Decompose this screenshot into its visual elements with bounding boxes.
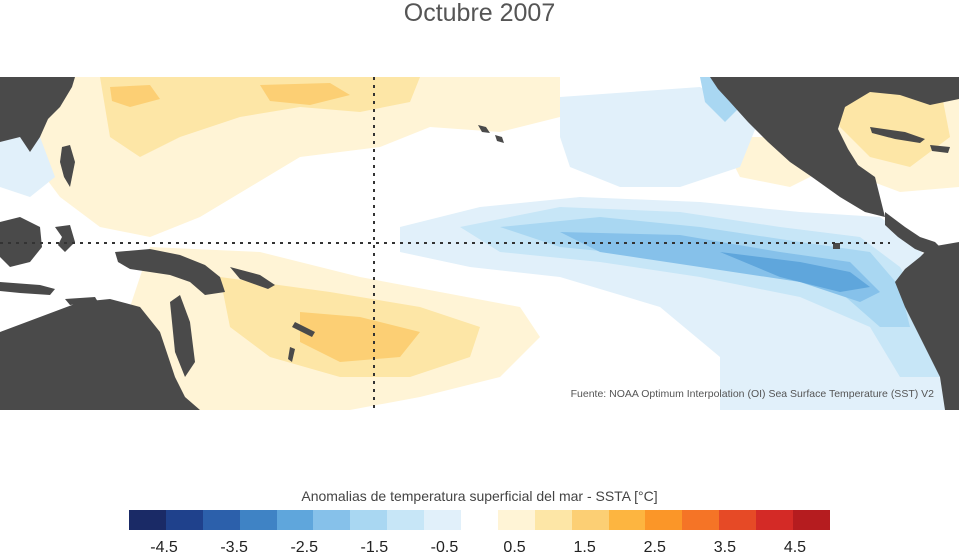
color-scale-tick-label: 0.5 bbox=[503, 539, 526, 556]
color-swatch bbox=[756, 510, 794, 530]
land-sulawesi bbox=[55, 225, 75, 252]
cool-region-north-light bbox=[560, 87, 760, 187]
color-scale-tick-label: -3.5 bbox=[220, 539, 248, 556]
land-timor bbox=[65, 297, 98, 305]
land-solomons bbox=[230, 267, 275, 289]
cool-anomaly-regions bbox=[0, 77, 959, 410]
legend-title: Anomalias de temperatura superficial del… bbox=[301, 488, 658, 504]
color-swatch bbox=[313, 510, 351, 530]
land-south-america bbox=[895, 242, 959, 410]
land-new-guinea bbox=[115, 249, 225, 295]
color-scale-bar bbox=[129, 510, 830, 530]
land-vanuatu bbox=[288, 347, 295, 362]
color-scale-tick-label: 1.5 bbox=[573, 539, 596, 556]
color-scale-tick-label: 4.5 bbox=[783, 539, 807, 556]
land-australia bbox=[0, 299, 200, 410]
land-cape-york bbox=[170, 295, 195, 377]
land-masses bbox=[0, 77, 959, 410]
color-swatch bbox=[682, 510, 720, 530]
color-scale-tick-label: -4.5 bbox=[150, 539, 178, 556]
land-borneo bbox=[0, 217, 42, 267]
color-swatch bbox=[424, 510, 462, 530]
color-swatch bbox=[497, 510, 535, 530]
color-scale-tick-label: 2.5 bbox=[643, 539, 666, 556]
color-swatch bbox=[202, 510, 240, 530]
data-source-note: Fuente: NOAA Optimum Interpolation (OI) … bbox=[570, 388, 934, 400]
map-title: Octubre 2007 bbox=[403, 0, 556, 27]
cool-region-far-west bbox=[0, 127, 55, 197]
color-scale-tick-label: -1.5 bbox=[360, 539, 389, 556]
land-new-caledonia bbox=[292, 322, 315, 337]
land-java bbox=[0, 282, 55, 295]
sst-anomaly-map bbox=[0, 77, 959, 410]
land-hispaniola bbox=[930, 145, 950, 153]
warm-region-caribbean-core bbox=[830, 85, 950, 167]
color-scale-tick-label: -2.5 bbox=[290, 539, 319, 556]
warm-region-north-hotspot bbox=[260, 83, 350, 105]
land-asia-mainland bbox=[0, 77, 75, 152]
warm-region-south-hotspot bbox=[300, 312, 420, 362]
color-swatch bbox=[571, 510, 609, 530]
color-swatch bbox=[387, 510, 425, 530]
cool-region-tongue-deep bbox=[720, 252, 870, 292]
land-cuba bbox=[870, 127, 925, 143]
color-swatch bbox=[608, 510, 646, 530]
color-swatch bbox=[645, 510, 683, 530]
land-central-america bbox=[885, 212, 945, 257]
color-swatch bbox=[350, 510, 388, 530]
land-galapagos bbox=[833, 243, 840, 249]
land-north-america bbox=[710, 77, 959, 217]
land-hawaii bbox=[478, 125, 504, 143]
color-scale-tick-label: -0.5 bbox=[430, 539, 459, 556]
color-swatch bbox=[129, 510, 166, 530]
color-scale-ticks: -4.5 -3.5 -2.5 -1.5 -0.5 0.5 1.5 2.5 3.5 4.5 bbox=[0, 539, 959, 557]
color-scale-tick-label: 3.5 bbox=[713, 539, 736, 556]
warm-region-west-spot bbox=[110, 85, 160, 107]
color-swatch bbox=[461, 510, 498, 530]
land-philippines bbox=[60, 145, 75, 187]
color-swatch bbox=[276, 510, 314, 530]
color-swatch bbox=[793, 510, 830, 530]
color-swatch bbox=[165, 510, 203, 530]
color-swatch bbox=[719, 510, 757, 530]
color-swatch bbox=[239, 510, 277, 530]
color-swatch bbox=[534, 510, 572, 530]
cool-region-tongue-core bbox=[560, 232, 880, 302]
